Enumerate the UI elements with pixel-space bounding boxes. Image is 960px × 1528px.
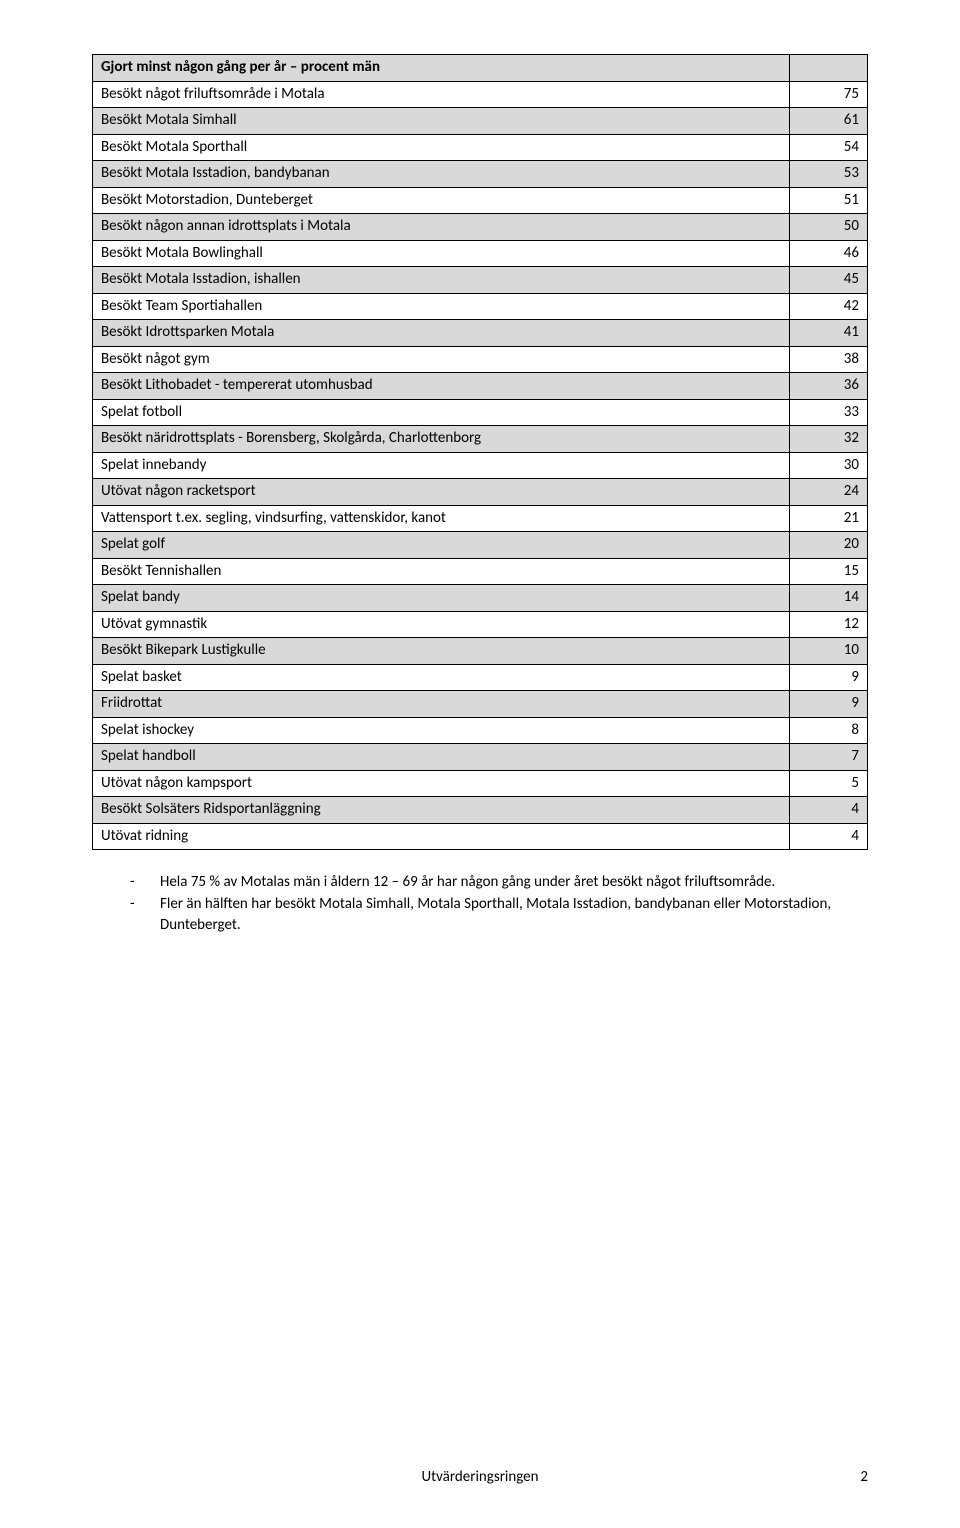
table-row-label: Besökt Tennishallen — [93, 558, 790, 585]
table-row-label: Besökt Team Sportiahallen — [93, 293, 790, 320]
table-row-value: 21 — [790, 505, 868, 532]
table-row-value: 42 — [790, 293, 868, 320]
table-row-value: 36 — [790, 373, 868, 400]
table-row-label: Spelat basket — [93, 664, 790, 691]
summary-bullets: Hela 75 % av Motalas män i åldern 12 – 6… — [130, 872, 868, 935]
table-row-label: Besökt Bikepark Lustigkulle — [93, 638, 790, 665]
table-row-value: 38 — [790, 346, 868, 373]
table-row-value: 10 — [790, 638, 868, 665]
page-number: 2 — [860, 1468, 868, 1486]
table-row-label: Besökt Motala Bowlinghall — [93, 240, 790, 267]
table-row-label: Utövat någon racketsport — [93, 479, 790, 506]
table-row-label: Besökt Motala Sporthall — [93, 134, 790, 161]
table-row-value: 14 — [790, 585, 868, 612]
table-row-value: 51 — [790, 187, 868, 214]
table-row-value: 5 — [790, 770, 868, 797]
table-row-label: Besökt Lithobadet - tempererat utomhusba… — [93, 373, 790, 400]
table-row-value: 4 — [790, 797, 868, 824]
table-row-value: 75 — [790, 81, 868, 108]
table-row-label: Vattensport t.ex. segling, vindsurfing, … — [93, 505, 790, 532]
table-row-value: 41 — [790, 320, 868, 347]
table-header-value — [790, 55, 868, 82]
table-row-value: 32 — [790, 426, 868, 453]
table-row-label: Spelat ishockey — [93, 717, 790, 744]
table-row-value: 20 — [790, 532, 868, 559]
table-row-label: Utövat ridning — [93, 823, 790, 850]
table-row-label: Spelat bandy — [93, 585, 790, 612]
table-row-value: 46 — [790, 240, 868, 267]
table-row-label: Besökt Idrottsparken Motala — [93, 320, 790, 347]
table-row-label: Utövat gymnastik — [93, 611, 790, 638]
table-row-label: Besökt Motorstadion, Dunteberget — [93, 187, 790, 214]
table-row-value: 33 — [790, 399, 868, 426]
table-header-label: Gjort minst någon gång per år – procent … — [93, 55, 790, 82]
table-row-label: Besökt Solsäters Ridsportanläggning — [93, 797, 790, 824]
table-row-value: 9 — [790, 691, 868, 718]
table-row-label: Besökt någon annan idrottsplats i Motala — [93, 214, 790, 241]
table-row-label: Spelat handboll — [93, 744, 790, 771]
table-row-label: Spelat innebandy — [93, 452, 790, 479]
activity-table: Gjort minst någon gång per år – procent … — [92, 54, 868, 850]
table-row-value: 45 — [790, 267, 868, 294]
bullet-item: Fler än hälften har besökt Motala Simhal… — [130, 894, 868, 935]
footer-text: Utvärderingsringen — [0, 1468, 960, 1486]
table-row-label: Friidrottat — [93, 691, 790, 718]
table-row-value: 12 — [790, 611, 868, 638]
table-row-value: 61 — [790, 108, 868, 135]
table-row-label: Spelat golf — [93, 532, 790, 559]
table-row-label: Besökt Motala Isstadion, ishallen — [93, 267, 790, 294]
table-row-value: 53 — [790, 161, 868, 188]
table-row-value: 7 — [790, 744, 868, 771]
table-row-value: 54 — [790, 134, 868, 161]
table-row-value: 9 — [790, 664, 868, 691]
table-row-label: Besökt något gym — [93, 346, 790, 373]
bullet-item: Hela 75 % av Motalas män i åldern 12 – 6… — [130, 872, 868, 892]
table-row-value: 24 — [790, 479, 868, 506]
table-row-label: Besökt näridrottsplats - Borensberg, Sko… — [93, 426, 790, 453]
table-row-value: 15 — [790, 558, 868, 585]
table-row-label: Spelat fotboll — [93, 399, 790, 426]
table-row-value: 4 — [790, 823, 868, 850]
table-row-value: 8 — [790, 717, 868, 744]
table-row-value: 30 — [790, 452, 868, 479]
table-row-label: Besökt något friluftsområde i Motala — [93, 81, 790, 108]
table-row-label: Besökt Motala Simhall — [93, 108, 790, 135]
table-row-label: Utövat någon kampsport — [93, 770, 790, 797]
table-row-label: Besökt Motala Isstadion, bandybanan — [93, 161, 790, 188]
table-row-value: 50 — [790, 214, 868, 241]
